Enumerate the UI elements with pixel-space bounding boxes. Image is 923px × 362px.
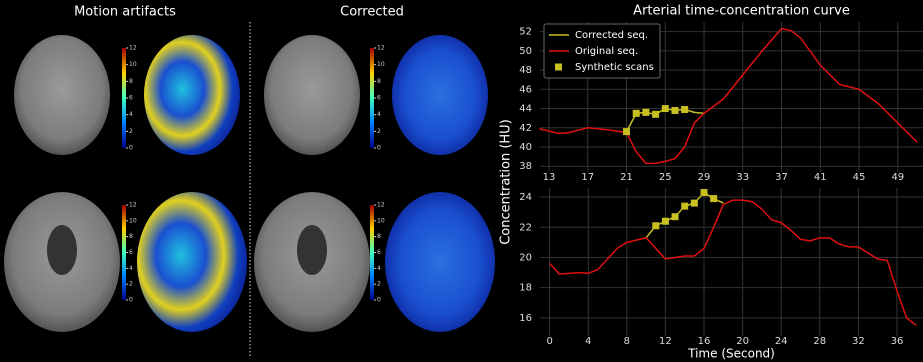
chart-title: Arterial time-concentration curve [633,4,850,19]
x-tick-label: 45 [853,172,866,183]
map-image [385,192,495,332]
x-tick-label: 25 [659,172,672,183]
x-tick-label: 8 [624,336,630,347]
colorbar-tick-label: 12 [377,202,385,209]
marker [652,111,659,118]
y-tick-label: 16 [519,313,532,324]
y-tick-label: 40 [519,142,532,153]
y-tick-label: 20 [519,252,532,263]
x-tick-label: 41 [814,172,827,183]
x-tick-label: 37 [775,172,788,183]
marker [681,203,688,210]
ct-image [14,35,110,155]
marker [710,195,717,202]
x-tick-label: 13 [543,172,556,183]
colorbar-tick-label: 8 [377,233,381,240]
map-image [392,35,488,155]
colorbar-tick-label: 6 [377,249,381,256]
marker [633,110,640,117]
y-tick-label: 46 [519,84,532,95]
colorbar [122,205,126,300]
x-tick-label: 33 [736,172,749,183]
ventricle [297,225,327,275]
colorbar-tick-label: 4 [129,111,133,118]
x-tick-label: 4 [585,336,591,347]
colorbar-tick-label: 8 [129,233,133,240]
x-tick-label: 49 [891,172,904,183]
y-tick-label: 48 [519,65,532,76]
x-tick-label: 16 [698,336,711,347]
legend-label: Original seq. [575,46,638,57]
marker [691,200,698,207]
colorbar-tick-label: 10 [129,61,137,68]
figure: Motion artifacts Corrected 0246810120246… [0,0,923,362]
y-tick-label: 18 [519,283,532,294]
x-tick-label: 36 [891,336,904,347]
marker [623,128,630,135]
colorbar-tick-label: 10 [129,217,137,224]
x-tick-label: 20 [736,336,749,347]
colorbar-tick-label: 2 [377,281,381,288]
colorbar [122,48,126,148]
colorbar-tick-label: 4 [377,111,381,118]
y-tick-label: 50 [519,46,532,57]
colorbar-tick-label: 12 [129,202,137,209]
marker [652,222,659,229]
panel-title: Motion artifacts [74,5,176,20]
y-tick-label: 22 [519,222,532,233]
colorbar-tick-label: 0 [129,297,133,304]
colorbar-tick-label: 4 [129,265,133,272]
ct-image [264,35,360,155]
marker [671,107,678,114]
colorbar-tick-label: 0 [377,145,381,152]
legend-swatch [555,64,562,71]
marker [662,105,669,112]
x-axis-label: Time (Second) [687,347,775,361]
panel-title: Corrected [340,5,404,20]
x-tick-label: 21 [620,172,633,183]
marker [701,189,708,196]
colorbar-tick-label: 6 [129,95,133,102]
colorbar-tick-label: 8 [377,78,381,85]
x-tick-label: 29 [698,172,711,183]
marker [662,218,669,225]
series-line [550,200,917,325]
y-tick-label: 42 [519,123,532,134]
ventricle [47,225,77,275]
marker [672,213,679,220]
x-tick-label: 12 [659,336,672,347]
y-tick-label: 44 [519,104,532,115]
x-tick-label: 28 [813,336,826,347]
colorbar-tick-label: 8 [129,78,133,85]
colorbar-tick-label: 6 [129,249,133,256]
map-image [144,35,240,155]
map-image [137,192,247,332]
colorbar-tick-label: 10 [377,61,385,68]
x-tick-label: 0 [546,336,552,347]
colorbar-tick-label: 0 [129,145,133,152]
x-tick-label: 17 [581,172,594,183]
colorbar-tick-label: 10 [377,217,385,224]
marker [681,106,688,113]
colorbar-tick-label: 0 [377,297,381,304]
colorbar-tick-label: 12 [377,45,385,52]
y-tick-label: 52 [519,27,532,38]
marker [642,109,649,116]
y-axis-label: Concentration (HU) [499,119,514,245]
colorbar-tick-label: 2 [129,281,133,288]
colorbar [370,205,374,300]
colorbar-tick-label: 4 [377,265,381,272]
colorbar-tick-label: 2 [377,128,381,135]
y-tick-label: 24 [519,192,532,203]
legend-label: Corrected seq. [575,30,648,41]
x-tick-label: 32 [852,336,865,347]
colorbar-tick-label: 12 [129,45,137,52]
colorbar-tick-label: 6 [377,95,381,102]
legend-label: Synthetic scans [575,62,654,73]
colorbar [370,48,374,148]
colorbar-tick-label: 2 [129,128,133,135]
y-tick-label: 38 [519,161,532,172]
x-tick-label: 24 [775,336,788,347]
